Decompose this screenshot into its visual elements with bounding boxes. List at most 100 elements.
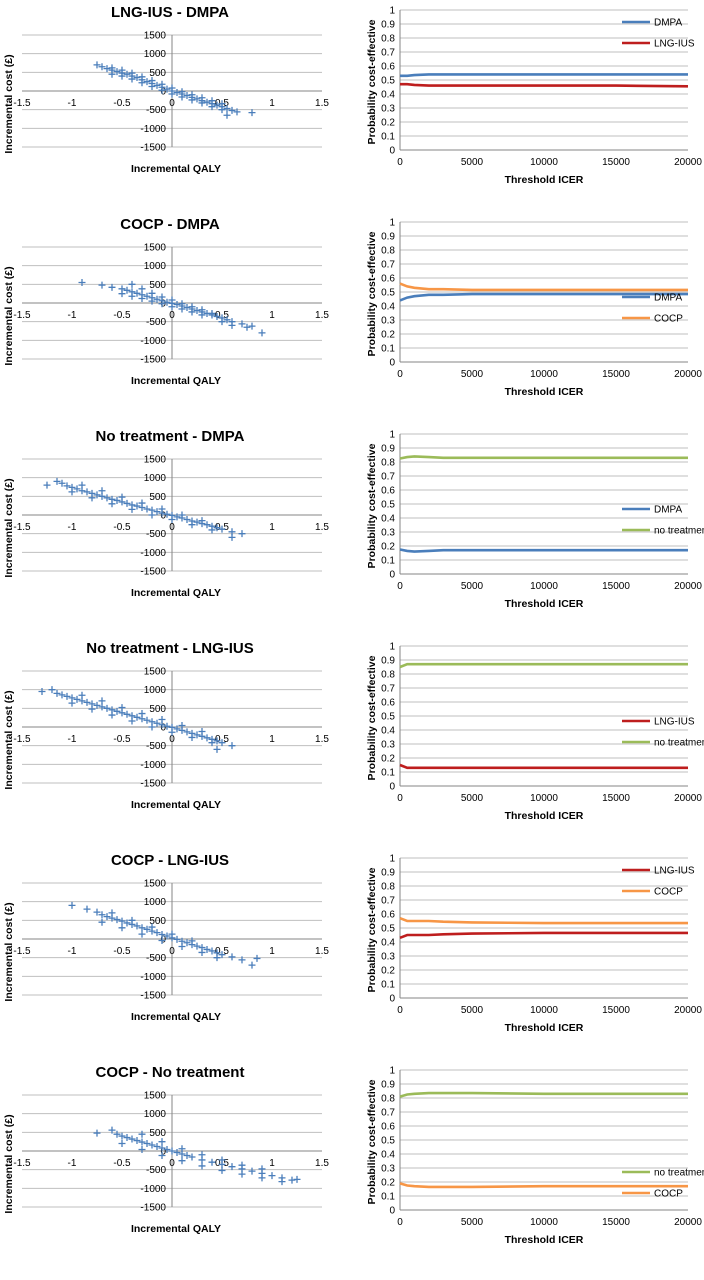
data-point: [78, 481, 86, 489]
x-tick-label: 15000: [602, 581, 630, 592]
data-point: [38, 688, 46, 696]
x-tick-label: 20000: [674, 1217, 702, 1228]
data-point: [138, 1138, 146, 1146]
y-tick-label: 0.7: [381, 896, 395, 907]
data-point: [108, 64, 116, 72]
y-tick-label: 0.3: [381, 952, 395, 963]
data-point: [153, 929, 161, 937]
data-point: [108, 500, 116, 508]
y-tick-label: 0.8: [381, 246, 395, 257]
y-tick-label: 1: [389, 854, 395, 865]
data-point: [138, 73, 146, 81]
data-point: [128, 69, 136, 77]
legend-label: LNG-IUS: [654, 39, 695, 50]
x-tick-label: 15000: [602, 793, 630, 804]
data-point: [183, 515, 191, 523]
y-tick-label: 500: [149, 704, 166, 715]
x-tick-label: -1.5: [13, 98, 31, 109]
data-point: [178, 1157, 186, 1165]
x-tick-label: 1: [269, 734, 275, 745]
y-tick-label: 0.2: [381, 1178, 395, 1189]
data-point: [158, 300, 166, 308]
x-tick-label: -1: [68, 522, 77, 533]
data-point: [158, 936, 166, 944]
data-point: [138, 295, 146, 303]
x-tick-label: -1: [68, 1158, 77, 1169]
data-point: [203, 98, 211, 106]
x-tick-label: 5000: [461, 581, 484, 592]
x-axis-title: Incremental QALY: [131, 1223, 221, 1235]
data-point: [118, 66, 126, 74]
data-point: [108, 909, 116, 917]
data-point: [223, 105, 231, 113]
data-point: [148, 723, 156, 731]
data-point: [198, 517, 206, 525]
x-tick-label: 10000: [530, 369, 558, 380]
x-axis-title: Incremental QALY: [131, 375, 221, 387]
y-tick-label: -1000: [140, 1184, 166, 1195]
data-point: [158, 1138, 166, 1146]
legend-label: LNG-IUS: [654, 717, 695, 728]
data-point: [113, 1130, 121, 1138]
data-point: [113, 496, 121, 504]
x-tick-label: 15000: [602, 369, 630, 380]
x-tick-label: 0: [169, 1158, 175, 1169]
data-point: [173, 1148, 181, 1156]
data-point: [103, 704, 111, 712]
data-point: [98, 487, 106, 495]
x-tick-label: -0.5: [113, 1158, 131, 1169]
data-point: [198, 1151, 206, 1159]
data-point: [168, 84, 176, 92]
y-axis-title: Incremental cost (£): [3, 902, 15, 1001]
data-point: [198, 1162, 206, 1170]
data-point: [218, 951, 226, 959]
data-point: [153, 719, 161, 727]
data-point: [228, 953, 236, 961]
data-point: [233, 108, 241, 116]
x-tick-label: 0: [397, 1005, 403, 1016]
data-point: [238, 320, 246, 328]
data-point: [138, 930, 146, 938]
data-point: [128, 1135, 136, 1143]
data-point: [133, 289, 141, 297]
y-tick-label: 1: [389, 1066, 395, 1077]
y-axis-title: Probability cost-effective: [366, 1079, 378, 1204]
data-point: [63, 482, 71, 490]
data-point: [113, 68, 121, 76]
y-tick-label: 0.7: [381, 48, 395, 59]
x-axis-title: Incremental QALY: [131, 799, 221, 811]
x-tick-label: 0: [169, 734, 175, 745]
data-point: [93, 908, 101, 916]
data-point: [83, 698, 91, 706]
data-point: [138, 1146, 146, 1154]
x-tick-label: 1: [269, 98, 275, 109]
series-line-lng-ius: [399, 763, 688, 770]
data-point: [188, 521, 196, 529]
x-tick-label: -0.5: [113, 734, 131, 745]
data-point: [143, 292, 151, 300]
series-line-no-treatment: [399, 1091, 688, 1098]
data-point: [168, 930, 176, 938]
series-line-cocp: [399, 916, 688, 925]
chart-title: No treatment - LNG-IUS: [86, 640, 254, 657]
data-point: [133, 502, 141, 510]
y-axis-title: Incremental cost (£): [3, 690, 15, 789]
data-point: [118, 493, 126, 501]
x-tick-label: 1.5: [315, 1158, 329, 1169]
data-point: [253, 954, 261, 962]
y-tick-label: 0: [160, 723, 166, 734]
data-point: [208, 1158, 216, 1166]
data-point: [208, 947, 216, 955]
data-point: [128, 916, 136, 924]
data-point: [118, 290, 126, 298]
y-tick-label: 0.7: [381, 1108, 395, 1119]
y-tick-label: 0.1: [381, 980, 395, 991]
data-point: [133, 713, 141, 721]
x-tick-label: 15000: [602, 157, 630, 168]
data-point: [258, 1174, 266, 1182]
y-tick-label: 0: [389, 146, 395, 157]
legend-label: DMPA: [654, 293, 682, 304]
data-point: [133, 922, 141, 930]
data-point: [123, 286, 131, 294]
chart-title: COCP - No treatment: [96, 1064, 245, 1081]
